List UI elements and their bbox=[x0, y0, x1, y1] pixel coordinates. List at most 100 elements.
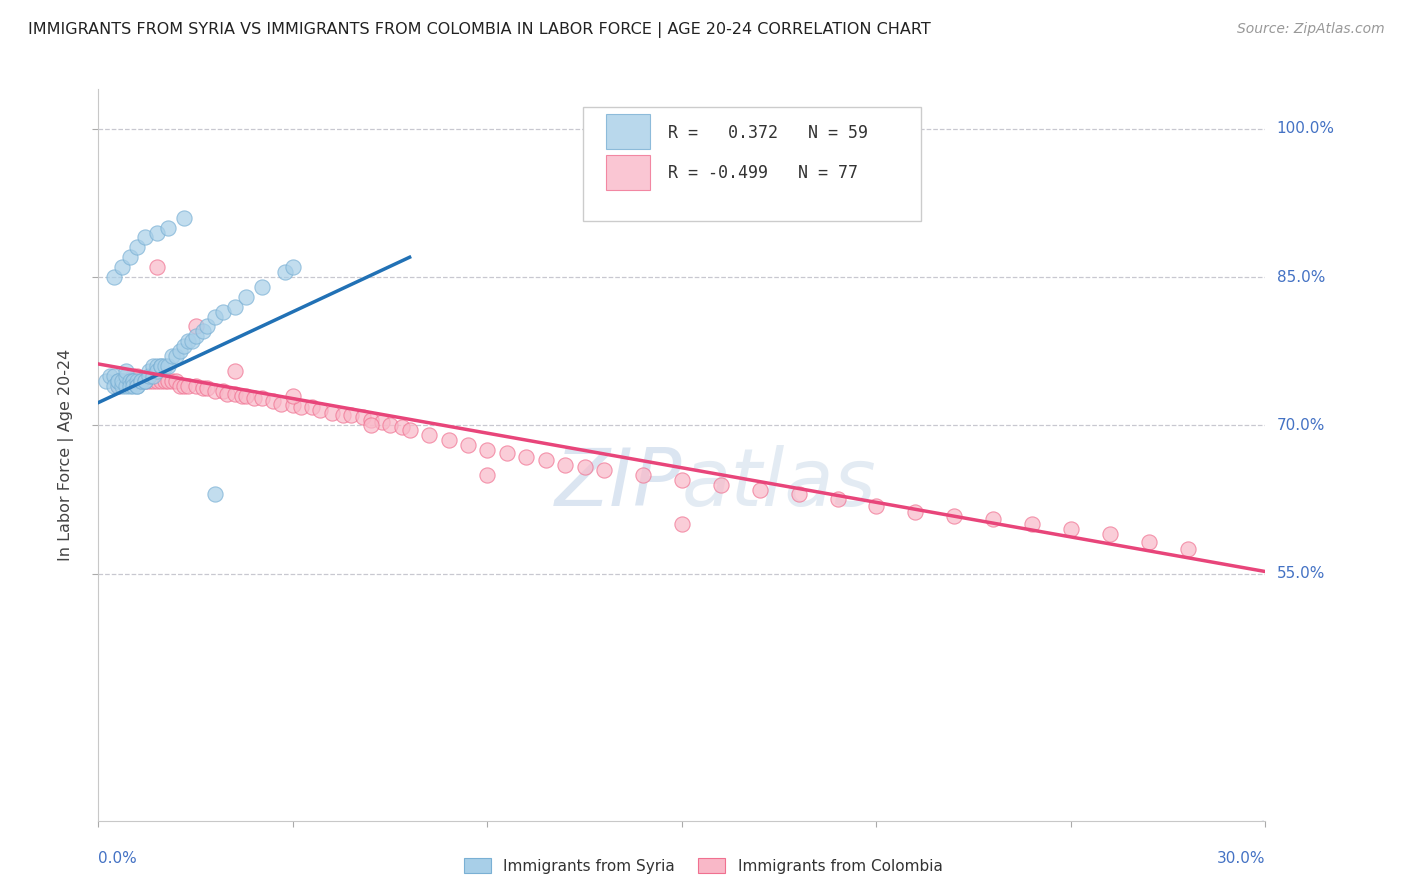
Point bbox=[173, 339, 195, 353]
FancyBboxPatch shape bbox=[606, 114, 651, 149]
Point bbox=[204, 487, 226, 501]
Point bbox=[865, 500, 887, 514]
Point bbox=[111, 260, 134, 274]
Point bbox=[340, 409, 363, 423]
Point bbox=[157, 220, 180, 235]
Point bbox=[134, 374, 156, 388]
Point bbox=[378, 418, 402, 433]
Point bbox=[114, 368, 136, 383]
Point bbox=[710, 477, 733, 491]
Point bbox=[153, 374, 176, 388]
Point bbox=[114, 374, 136, 388]
Text: 70.0%: 70.0% bbox=[1277, 417, 1324, 433]
Point bbox=[477, 442, 499, 457]
Point bbox=[107, 378, 129, 392]
Point bbox=[360, 418, 382, 433]
Point bbox=[107, 374, 129, 388]
Point bbox=[352, 410, 374, 425]
Point bbox=[290, 401, 312, 415]
Point bbox=[195, 319, 218, 334]
Point bbox=[118, 374, 141, 388]
Legend: Immigrants from Syria, Immigrants from Colombia: Immigrants from Syria, Immigrants from C… bbox=[457, 852, 949, 880]
Point bbox=[904, 505, 927, 519]
Point bbox=[173, 211, 195, 225]
Point bbox=[231, 389, 253, 403]
Point bbox=[142, 368, 165, 383]
Point bbox=[270, 396, 292, 410]
Point bbox=[127, 378, 149, 392]
Point bbox=[204, 384, 226, 398]
Point bbox=[250, 280, 273, 294]
Point bbox=[146, 260, 169, 274]
Point bbox=[98, 368, 121, 383]
Point bbox=[281, 389, 304, 403]
Point bbox=[127, 240, 149, 254]
Point bbox=[153, 359, 176, 373]
Point bbox=[129, 374, 152, 388]
Point bbox=[122, 374, 145, 388]
Point bbox=[193, 381, 215, 395]
Point bbox=[360, 413, 382, 427]
Point bbox=[129, 374, 152, 388]
Point bbox=[180, 334, 202, 349]
Point bbox=[631, 467, 654, 482]
Point bbox=[169, 344, 191, 359]
Point bbox=[107, 378, 129, 392]
Point bbox=[142, 359, 165, 373]
Point bbox=[235, 389, 257, 403]
Point bbox=[184, 319, 207, 334]
Point bbox=[827, 492, 849, 507]
Point bbox=[138, 374, 160, 388]
Point bbox=[118, 374, 141, 388]
Point bbox=[515, 450, 537, 464]
Point bbox=[122, 374, 145, 388]
Point bbox=[169, 378, 191, 392]
Point bbox=[212, 384, 235, 398]
Point bbox=[235, 290, 257, 304]
Point bbox=[281, 399, 304, 413]
Point bbox=[224, 386, 246, 401]
Point bbox=[111, 378, 134, 392]
Point bbox=[184, 378, 207, 392]
Point bbox=[671, 473, 693, 487]
Text: R = -0.499   N = 77: R = -0.499 N = 77 bbox=[668, 164, 858, 182]
Point bbox=[142, 374, 165, 388]
Point bbox=[281, 260, 304, 274]
Point bbox=[1098, 527, 1121, 541]
Point bbox=[122, 368, 145, 383]
Point bbox=[574, 459, 596, 474]
Point bbox=[138, 364, 160, 378]
Point bbox=[224, 300, 246, 314]
Point bbox=[146, 364, 169, 378]
Point bbox=[274, 265, 297, 279]
Point bbox=[134, 374, 156, 388]
Point bbox=[371, 415, 394, 429]
Point bbox=[157, 374, 180, 388]
Text: atlas: atlas bbox=[682, 445, 877, 524]
Point bbox=[177, 334, 200, 349]
Point bbox=[1060, 522, 1083, 536]
Text: ZIP: ZIP bbox=[554, 445, 682, 524]
Point bbox=[193, 324, 215, 338]
Point bbox=[146, 374, 169, 388]
Point bbox=[114, 378, 136, 392]
FancyBboxPatch shape bbox=[606, 155, 651, 190]
Text: 85.0%: 85.0% bbox=[1277, 269, 1324, 285]
Point bbox=[554, 458, 576, 472]
Point bbox=[103, 270, 125, 285]
Point bbox=[96, 374, 118, 388]
Point bbox=[301, 401, 323, 415]
Point bbox=[103, 368, 125, 383]
Point bbox=[107, 374, 129, 388]
Text: IMMIGRANTS FROM SYRIA VS IMMIGRANTS FROM COLOMBIA IN LABOR FORCE | AGE 20-24 COR: IMMIGRANTS FROM SYRIA VS IMMIGRANTS FROM… bbox=[28, 22, 931, 38]
Point bbox=[146, 226, 169, 240]
Point bbox=[212, 304, 235, 318]
Point bbox=[138, 368, 160, 383]
Point bbox=[748, 483, 770, 497]
Point bbox=[215, 386, 238, 401]
Point bbox=[671, 517, 693, 532]
Point bbox=[943, 509, 966, 524]
Point bbox=[204, 310, 226, 324]
Point bbox=[262, 393, 284, 408]
Point bbox=[162, 349, 184, 363]
